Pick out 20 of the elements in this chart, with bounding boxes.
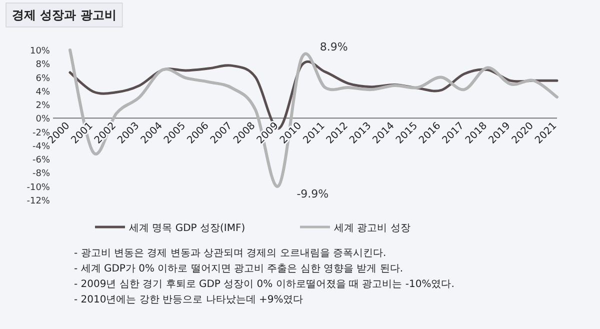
y-tick-label: -4% xyxy=(32,142,50,152)
y-tick-label: 8% xyxy=(36,60,50,70)
annotation: 8.9% xyxy=(320,40,348,54)
y-tick-label: 0% xyxy=(36,114,50,125)
text: - 2010년에는 강한 반등으로 나타났는데 +9%였다 xyxy=(74,294,304,306)
y-tick-label: 4% xyxy=(36,87,50,98)
y-tick-label: -12% xyxy=(26,196,50,206)
y-tick-label: -8% xyxy=(32,169,50,180)
y-tick-label: -10% xyxy=(26,182,50,193)
annotation: -9.9% xyxy=(296,188,329,201)
y-tick-label: -6% xyxy=(32,156,50,166)
legend-label: 세계 명목 GDP 성장(IMF) xyxy=(129,223,246,234)
text: - 세계 GDP가 0% 이하로 떨어지면 광고비 주출은 심한 영향을 받게 된다. xyxy=(74,264,404,274)
text: - 2009년 심한 경기 후퇴로 GDP 성장이 0% 이하로떨어졌을 때 광고비는 -10%였다. xyxy=(74,279,454,290)
y-tick-label: 2% xyxy=(36,101,50,112)
chart-title: 경제 성장과 광고비 xyxy=(12,8,116,22)
text: - 광고비 변동은 경제 변동과 상관되며 경제의 오르내림을 증폭시킨다. xyxy=(74,248,386,259)
legend-label: 세계 광고비 성장 xyxy=(334,223,410,234)
y-tick-label: 10% xyxy=(30,46,50,56)
y-tick-label: 6% xyxy=(36,74,50,84)
